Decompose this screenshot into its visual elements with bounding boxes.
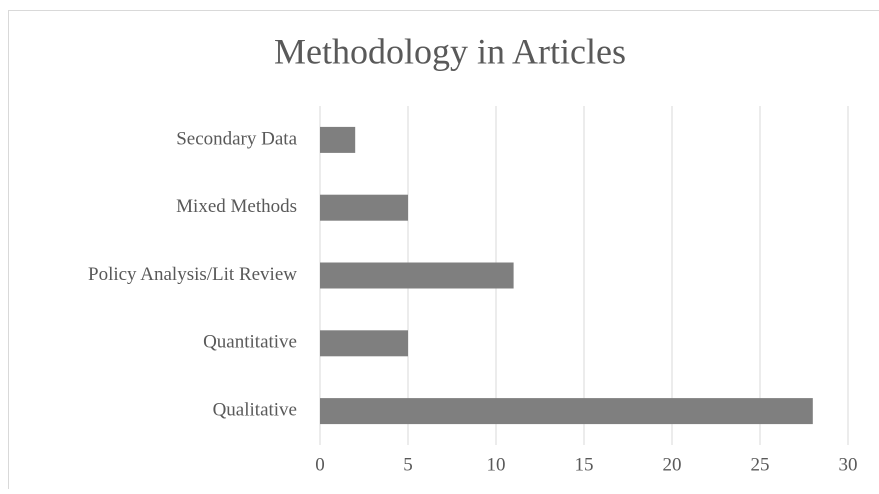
- x-tick-label: 20: [663, 454, 682, 475]
- y-tick-label: Qualitative: [213, 399, 297, 420]
- bar: [320, 127, 355, 153]
- y-tick-label: Mixed Methods: [176, 196, 297, 217]
- x-tick-label: 10: [487, 454, 506, 475]
- bar: [320, 398, 813, 424]
- y-tick-label: Quantitative: [203, 332, 297, 353]
- y-tick-label: Secondary Data: [176, 128, 297, 149]
- x-tick-label: 25: [751, 454, 770, 475]
- x-tick-label: 5: [403, 454, 413, 475]
- chart-title: Methodology in Articles: [274, 31, 626, 71]
- x-tick-label: 0: [315, 454, 325, 475]
- x-tick-label: 30: [839, 454, 858, 475]
- bar: [320, 330, 408, 356]
- bar: [320, 195, 408, 221]
- y-tick-label: Policy Analysis/Lit Review: [88, 264, 297, 285]
- bar: [320, 263, 514, 289]
- x-tick-label: 15: [575, 454, 594, 475]
